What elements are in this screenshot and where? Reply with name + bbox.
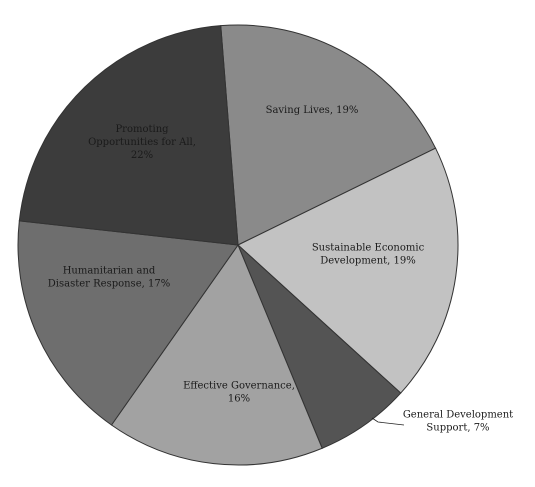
slice-label-line: Humanitarian and [63,266,156,277]
slice-label-line: Disaster Response, 17% [48,279,170,290]
slice-label-line: Effective Governance, [183,381,295,392]
leader-line [371,417,405,426]
slice-label-line: Opportunities for All, [88,137,196,148]
slice-label-line: Development, 19% [320,256,416,267]
slice-label-saving-lives: Saving Lives, 19% [266,105,359,116]
pie-slice-saving-lives [220,24,437,246]
slice-label-effective-governance: Effective Governance, 16% [183,381,295,405]
pie-slice-promoting-opportunities-for-all [18,25,239,246]
pie-slices [17,24,459,466]
slice-label-general-development-support: General Development Support, 7% [403,410,513,434]
pie-slice-sustainable-economic-development [237,147,459,394]
pie-slice-humanitarian-and-disaster-response [17,220,239,426]
pie-labels: Saving Lives, 19% Sustainable Economic Dev… [48,105,513,434]
slice-label-humanitarian-and-disaster-response: Humanitarian and Disaster Response, 17% [48,266,170,290]
slice-label-promoting-opportunities-for-all: Promoting Opportunities for All, 22% [88,124,196,161]
slice-label-line: Promoting [115,124,169,135]
pie-slice-effective-governance [110,243,323,466]
slice-label-sustainable-economic-development: Sustainable Economic Development, 19% [312,243,425,267]
slice-label-line: Sustainable Economic [312,243,425,254]
slice-label-line: General Development [403,410,513,421]
slice-label-line: 22% [131,150,153,161]
slice-label-line: Support, 7% [426,423,489,434]
slice-label-line: Saving Lives, 19% [266,105,359,116]
slice-label-line: 16% [228,394,250,405]
